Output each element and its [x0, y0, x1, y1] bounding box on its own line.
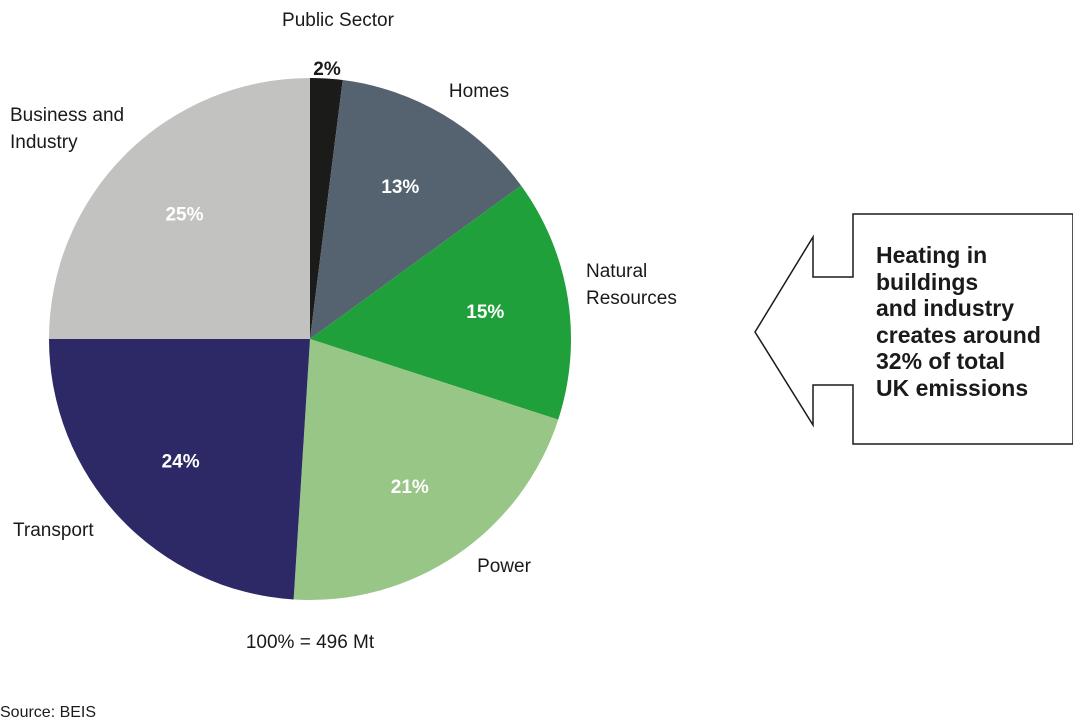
callout-line: buildings	[876, 268, 979, 295]
pct-label-transport: 24%	[162, 452, 200, 473]
category-label-business-and-industry: Business and Industry	[10, 105, 124, 153]
category-label-homes: Homes	[449, 81, 509, 102]
category-label-power: Power	[477, 556, 532, 577]
callout-line: and industry	[876, 295, 1015, 321]
pct-label-public-sector: 2%	[313, 59, 341, 80]
callout-line: 32% of total	[876, 348, 1006, 374]
source-note: Source: BEIS	[0, 704, 96, 721]
pie-slice-natural-resources	[310, 185, 572, 420]
pct-label-natural-resources: 15%	[466, 302, 504, 323]
callout-arrow-shape	[754, 213, 1073, 445]
pie-slice-homes	[310, 80, 522, 339]
pct-label-business-and-industry: 25%	[165, 205, 203, 226]
pie-slice-transport	[49, 339, 310, 600]
pct-label-homes: 13%	[381, 177, 419, 198]
percentage-labels: 2% 13% 15% 21% 24% 25%	[162, 59, 505, 498]
pie-slices	[49, 78, 572, 600]
pct-label-power: 21%	[391, 477, 429, 498]
pie-slice-business-and-industry	[49, 78, 310, 339]
category-labels: Public Sector Homes Natural Resources Power T…	[10, 10, 677, 577]
callout-line: creates around	[876, 321, 1041, 348]
category-label-public-sector: Public Sector	[282, 10, 395, 31]
callout-text: Heating in buildings and industry create…	[876, 242, 1071, 401]
pie-slice-power	[293, 339, 559, 600]
callout-line: UK emissions	[876, 374, 1029, 401]
category-label-transport: Transport	[13, 520, 94, 541]
pie-slice-public-sector	[310, 78, 343, 339]
category-label-natural-resources: Natural Resources	[586, 261, 677, 309]
total-emissions-label: 100% = 496 Mt	[246, 632, 375, 653]
callout-line: Heating in	[876, 242, 988, 268]
